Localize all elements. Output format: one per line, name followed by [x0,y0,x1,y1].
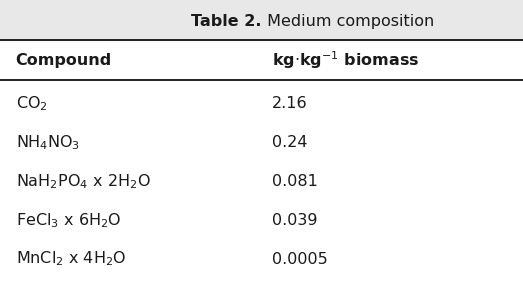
Text: NaH$_2$PO$_4$ x 2H$_2$O: NaH$_2$PO$_4$ x 2H$_2$O [16,172,151,191]
Text: CO$_2$: CO$_2$ [16,94,48,113]
Text: Compound: Compound [16,53,112,68]
Text: FeCl$_3$ x 6H$_2$O: FeCl$_3$ x 6H$_2$O [16,211,121,230]
Text: Medium composition: Medium composition [262,14,434,29]
Text: MnCl$_2$ x 4H$_2$O: MnCl$_2$ x 4H$_2$O [16,250,126,268]
Text: 0.0005: 0.0005 [272,251,328,267]
Text: 2.16: 2.16 [272,96,308,111]
Bar [0,0,523,40]
Text: NH$_4$NO$_3$: NH$_4$NO$_3$ [16,133,79,152]
Text: 0.081: 0.081 [272,174,318,189]
Text: kg$\cdot$kg$^{-1}$ biomass: kg$\cdot$kg$^{-1}$ biomass [272,49,419,71]
Text: 0.039: 0.039 [272,213,317,228]
Text: 0.24: 0.24 [272,135,308,150]
Text: Table 2.: Table 2. [191,14,262,29]
